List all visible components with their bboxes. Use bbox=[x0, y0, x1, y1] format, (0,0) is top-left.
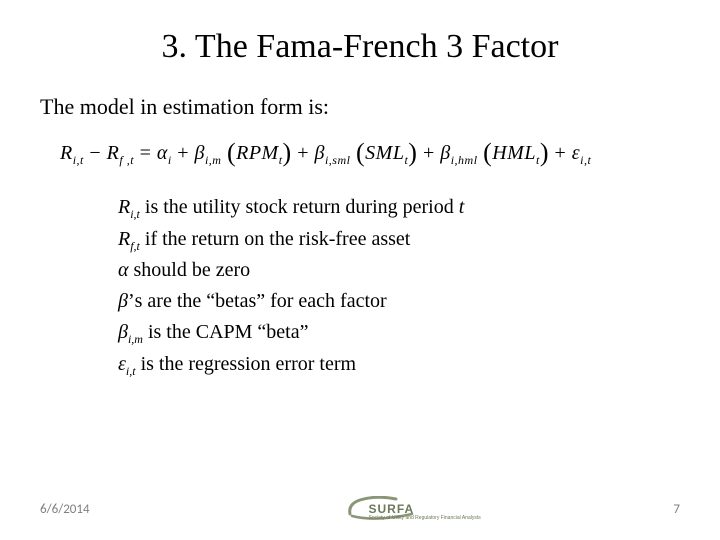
def-text: is the regression error term bbox=[136, 353, 356, 375]
def-text: is the CAPM “beta” bbox=[143, 321, 309, 343]
eq-paren: ) bbox=[540, 138, 549, 167]
eq-paren: ) bbox=[283, 138, 292, 167]
equation: Ri,t − Rf ,t = αi + βi,m (RPMt) + βi,sml… bbox=[60, 138, 680, 168]
logo-subtext: Society of Utility and Regulatory Financ… bbox=[368, 515, 480, 521]
def-sub: i,t bbox=[126, 364, 136, 378]
eq-paren: ( bbox=[356, 138, 365, 167]
eq-var: α bbox=[157, 142, 168, 164]
footer-logo: SURFA Society of Utility and Regulatory … bbox=[346, 496, 416, 522]
definitions-list: Ri,t is the utility stock return during … bbox=[118, 192, 680, 380]
def-sub: f,t bbox=[130, 239, 140, 253]
eq-factor: SML bbox=[365, 142, 404, 164]
eq-paren: ( bbox=[483, 138, 492, 167]
eq-sub: i,sml bbox=[325, 153, 351, 167]
def-line: β’s are the “betas” for each factor bbox=[118, 286, 680, 317]
footer-date: 6/6/2014 bbox=[40, 502, 90, 517]
footer-page-number: 7 bbox=[673, 502, 680, 517]
logo-text: SURFA bbox=[368, 502, 414, 516]
eq-sub: i,hml bbox=[451, 153, 478, 167]
eq-sub: f ,t bbox=[119, 153, 134, 167]
def-text: is the utility stock return during perio… bbox=[140, 196, 459, 218]
eq-op: + bbox=[297, 142, 314, 164]
def-text: should be zero bbox=[129, 259, 251, 281]
eq-var: β bbox=[440, 142, 450, 164]
def-sym: ε bbox=[118, 353, 126, 375]
def-line: Ri,t is the utility stock return during … bbox=[118, 192, 680, 224]
eq-sub: i,t bbox=[73, 153, 84, 167]
eq-sub: i,m bbox=[205, 153, 222, 167]
eq-factor: RPM bbox=[236, 142, 279, 164]
def-sym: β bbox=[118, 290, 128, 312]
def-text: ’s are the “betas” for each factor bbox=[128, 290, 387, 312]
def-text: if the return on the risk-free asset bbox=[140, 228, 410, 250]
eq-var: ε bbox=[572, 142, 580, 164]
def-sub: i,t bbox=[130, 207, 140, 221]
def-line: Rf,t if the return on the risk-free asse… bbox=[118, 224, 680, 256]
eq-sub: i bbox=[168, 153, 172, 167]
def-line: βi,m is the CAPM “beta” bbox=[118, 317, 680, 349]
slide: 3. The Fama-French 3 Factor The model in… bbox=[0, 0, 720, 540]
slide-title: 3. The Fama-French 3 Factor bbox=[40, 28, 680, 66]
def-tail: t bbox=[459, 196, 465, 218]
def-sym: R bbox=[118, 228, 130, 250]
slide-footer: 6/6/2014 SURFA Society of Utility and Re… bbox=[0, 496, 720, 522]
eq-op: + bbox=[423, 142, 440, 164]
def-sym: α bbox=[118, 259, 129, 281]
eq-paren: ( bbox=[227, 138, 236, 167]
intro-text: The model in estimation form is: bbox=[40, 94, 680, 120]
eq-op: + bbox=[554, 142, 571, 164]
def-sub: i,m bbox=[128, 332, 143, 346]
eq-op: = bbox=[140, 142, 157, 164]
eq-sub: i,t bbox=[580, 153, 591, 167]
eq-var: β bbox=[194, 142, 204, 164]
def-line: α should be zero bbox=[118, 255, 680, 286]
eq-op: + bbox=[177, 142, 194, 164]
eq-var: R bbox=[60, 142, 73, 164]
def-line: εi,t is the regression error term bbox=[118, 349, 680, 381]
eq-var: R bbox=[107, 142, 120, 164]
def-sym: R bbox=[118, 196, 130, 218]
def-sym: β bbox=[118, 321, 128, 343]
logo-graphic: SURFA Society of Utility and Regulatory … bbox=[346, 496, 416, 522]
eq-paren: ) bbox=[408, 138, 417, 167]
eq-factor: HML bbox=[492, 142, 536, 164]
eq-op: − bbox=[89, 142, 106, 164]
eq-var: β bbox=[315, 142, 325, 164]
